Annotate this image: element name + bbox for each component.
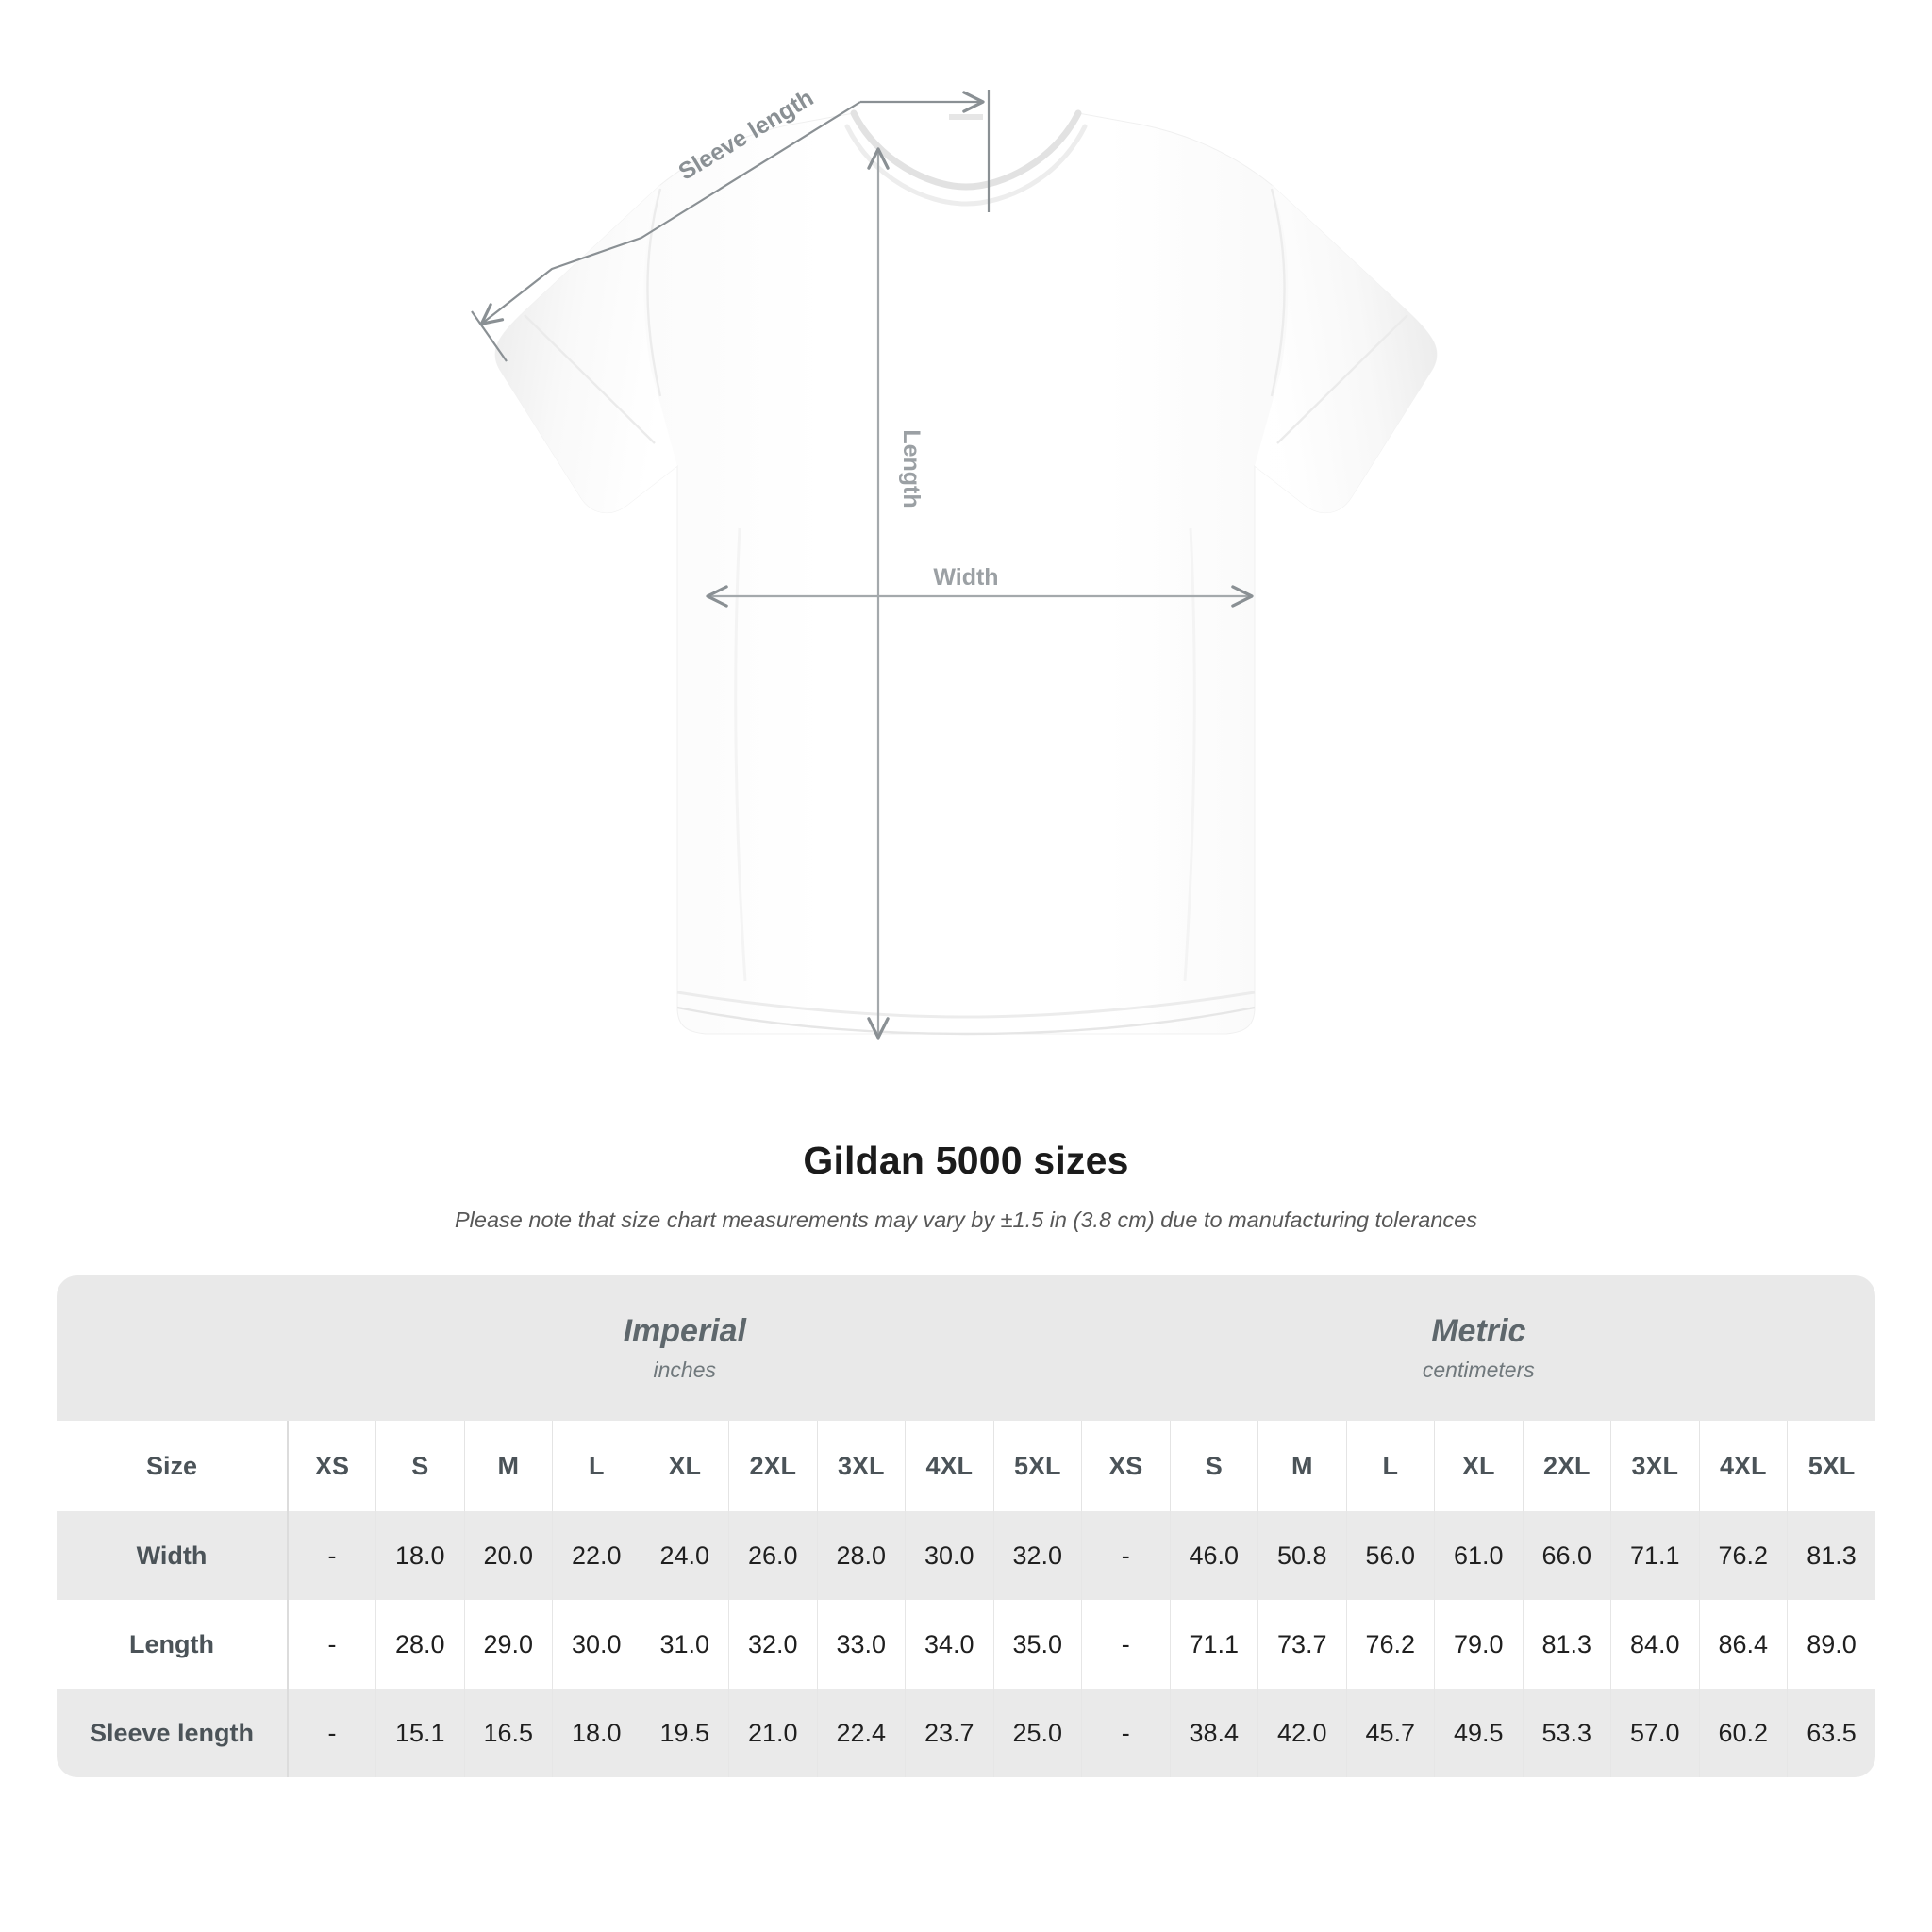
unit-group-name: Metric	[1431, 1312, 1526, 1349]
size-header-cell: L	[1345, 1421, 1435, 1511]
measurement-cell: 22.4	[816, 1689, 906, 1777]
size-header-cell: 5XL	[1787, 1421, 1876, 1511]
size-header-cell: XL	[640, 1421, 729, 1511]
measurement-cell: 49.5	[1434, 1689, 1524, 1777]
size-header-cell: XL	[1434, 1421, 1524, 1511]
measurement-cell: 76.2	[1698, 1511, 1788, 1600]
measurement-cell: 19.5	[640, 1689, 729, 1777]
row-label-width: Width	[57, 1511, 289, 1600]
measurement-cell: 38.4	[1169, 1689, 1258, 1777]
measurement-cell: -	[1081, 1600, 1171, 1689]
size-header-cell: XS	[1081, 1421, 1171, 1511]
size-header-cell: XS	[287, 1421, 376, 1511]
measurement-cell: 53.3	[1522, 1689, 1611, 1777]
measurement-cell: -	[1081, 1689, 1171, 1777]
measurement-cell: 25.0	[992, 1689, 1082, 1777]
measurement-cell: 35.0	[992, 1600, 1082, 1689]
measurement-cell: 76.2	[1345, 1600, 1435, 1689]
measurement-cell: 22.0	[552, 1511, 641, 1600]
unit-group-subtitle: centimeters	[1422, 1357, 1535, 1383]
size-header-label: Size	[57, 1421, 289, 1511]
size-header-cell: 4XL	[1698, 1421, 1788, 1511]
measurement-cell: 56.0	[1345, 1511, 1435, 1600]
measurement-cell: 16.5	[463, 1689, 553, 1777]
size-header-cell: 3XL	[816, 1421, 906, 1511]
measurement-cell: 71.1	[1610, 1511, 1700, 1600]
page-subtitle: Please note that size chart measurements…	[455, 1208, 1477, 1232]
size-chart-table: Imperial inches Metric centimeters Size XS S M L…	[57, 1275, 1876, 1777]
measurement-cell: 86.4	[1698, 1600, 1788, 1689]
measurement-cell: 32.0	[992, 1511, 1082, 1600]
measurement-cell: 33.0	[816, 1600, 906, 1689]
unit-group-row: Imperial inches Metric centimeters	[57, 1275, 1876, 1421]
table-row: Sleeve length -15.1 16.5 18.0 19.5 21.0 22.4 23…	[57, 1689, 1876, 1777]
measurement-cell: 32.0	[728, 1600, 817, 1689]
measurement-cell: 46.0	[1169, 1511, 1258, 1600]
unit-group-metric: Metric centimeters	[1081, 1275, 1876, 1421]
sleeve-length-dimension	[471, 90, 991, 362]
size-header-cell: L	[552, 1421, 641, 1511]
row-label-sleeve-length: Sleeve length	[57, 1689, 289, 1777]
measurement-cell: 20.0	[463, 1511, 553, 1600]
measurement-cell: 81.3	[1522, 1600, 1611, 1689]
width-label: Width	[933, 564, 998, 591]
size-header-cell: 2XL	[728, 1421, 817, 1511]
measurement-cell: 29.0	[463, 1600, 553, 1689]
table-row: Length -28.0 29.0 30.0 31.0 32.0 33.0 34.0 35.0-…	[57, 1600, 1876, 1689]
measurement-cell: 81.3	[1787, 1511, 1876, 1600]
unit-group-subtitle: inches	[653, 1357, 716, 1383]
measurement-cell: 50.8	[1257, 1511, 1347, 1600]
measurement-cell: -	[287, 1511, 376, 1600]
measurement-cell: 23.7	[905, 1689, 993, 1777]
measurement-cell: 34.0	[905, 1600, 993, 1689]
measurement-cell: 15.1	[375, 1689, 464, 1777]
tshirt-garment	[494, 109, 1438, 1036]
size-header-cell: 4XL	[905, 1421, 993, 1511]
measurement-cell: 45.7	[1345, 1689, 1435, 1777]
measurement-cell: 18.0	[552, 1689, 641, 1777]
measurement-cell: 63.5	[1787, 1689, 1876, 1777]
measurement-cell: -	[287, 1600, 376, 1689]
unit-group-imperial: Imperial inches	[288, 1275, 1082, 1421]
measurement-cell: 61.0	[1434, 1511, 1524, 1600]
size-header-cell: 3XL	[1610, 1421, 1700, 1511]
row-label-length: Length	[57, 1600, 289, 1689]
size-header-cell: 5XL	[992, 1421, 1082, 1511]
table-row: Width -18.0 20.0 22.0 24.0 26.0 28.0 30.0 32.0-4…	[57, 1511, 1876, 1600]
measurement-cell: 30.0	[905, 1511, 993, 1600]
measurement-cell: 79.0	[1434, 1600, 1524, 1689]
measurement-cell: 31.0	[640, 1600, 729, 1689]
measurement-cell: 60.2	[1698, 1689, 1788, 1777]
size-header-cell: S	[375, 1421, 464, 1511]
measurement-cell: 57.0	[1610, 1689, 1700, 1777]
page-title: Gildan 5000 sizes	[803, 1139, 1129, 1182]
measurement-cell: 84.0	[1610, 1600, 1700, 1689]
measurement-cell: 89.0	[1787, 1600, 1876, 1689]
measurement-cell: 21.0	[728, 1689, 817, 1777]
measurement-cell: 28.0	[816, 1511, 906, 1600]
size-header-cell: 2XL	[1522, 1421, 1611, 1511]
measurement-cell: -	[1081, 1511, 1171, 1600]
measurement-cell: 26.0	[728, 1511, 817, 1600]
size-header-row: Size XS S M L XL 2XL 3XL 4XL 5XL XS S M L XL 2XL 3XL 4XL 5…	[57, 1421, 1876, 1511]
measurement-cell: 30.0	[552, 1600, 641, 1689]
size-header-cell: M	[463, 1421, 553, 1511]
size-header-cell: S	[1169, 1421, 1258, 1511]
unit-row-spacer	[57, 1275, 288, 1421]
tshirt-diagram: Sleeve length Length Width	[471, 85, 1438, 1040]
measurement-cell: 42.0	[1257, 1689, 1347, 1777]
measurement-cell: -	[287, 1689, 376, 1777]
measurement-cell: 28.0	[375, 1600, 464, 1689]
measurement-cell: 71.1	[1169, 1600, 1258, 1689]
measurement-cell: 66.0	[1522, 1511, 1611, 1600]
size-header-cell: M	[1257, 1421, 1347, 1511]
size-chart-table-container: Imperial inches Metric centimeters Size XS S M L…	[57, 1275, 1876, 1777]
measurement-cell: 24.0	[640, 1511, 729, 1600]
unit-group-name: Imperial	[623, 1312, 746, 1349]
length-label: Length	[898, 429, 924, 508]
measurement-cell: 73.7	[1257, 1600, 1347, 1689]
measurement-cell: 18.0	[375, 1511, 464, 1600]
